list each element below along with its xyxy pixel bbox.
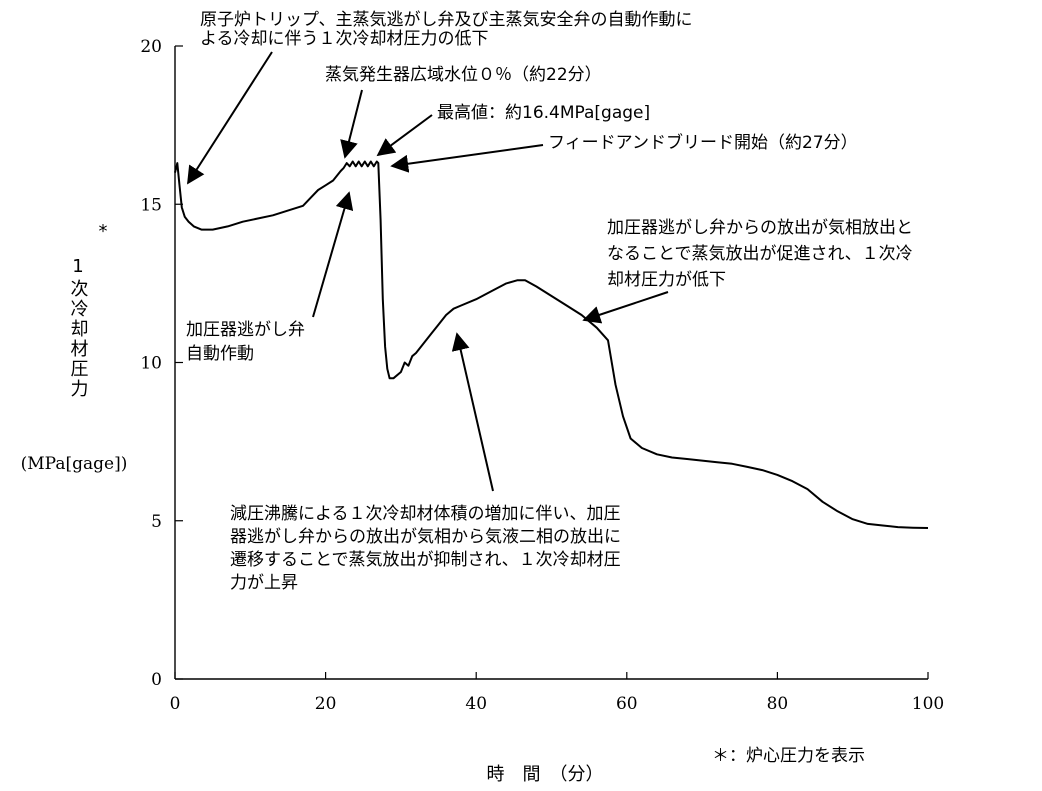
- x-ticks: 0 20 40 60 80 100: [170, 672, 944, 714]
- annotation-feed-bleed: フィードアンドブリード開始（約27分）: [390, 132, 858, 173]
- annotation-peak: 最高値：約16.4MPa[gage]: [376, 103, 650, 157]
- y-tick-label: 20: [140, 37, 162, 57]
- x-tick-label: 60: [616, 694, 638, 714]
- y-tick-label: 5: [151, 512, 162, 532]
- annotation-trip: 原子炉トリップ、主蒸気逃がし弁及び主蒸気安全弁の自動作動に よる冷却に伴う１次冷…: [187, 10, 693, 185]
- annotation-arrow: [187, 51, 273, 185]
- y-ticks: 0 5 10 15 20: [140, 37, 183, 690]
- x-tick-label: 20: [315, 694, 337, 714]
- svg-text:加圧器逃がし弁からの放出が気相放出と: 加圧器逃がし弁からの放出が気相放出と: [607, 218, 913, 238]
- annotation-arrow: [390, 144, 544, 173]
- svg-text:なることで蒸気放出が促進され、１次冷: なることで蒸気放出が促進され、１次冷: [607, 244, 913, 264]
- annotation-pressure-drop: 加圧器逃がし弁からの放出が気相放出と なることで蒸気放出が促進され、１次冷 却材…: [582, 218, 913, 324]
- svg-text:遷移することで蒸気放出が抑制され、１次冷却材圧: 遷移することで蒸気放出が抑制され、１次冷却材圧: [230, 550, 621, 570]
- annotation-arrow: [376, 114, 433, 157]
- svg-text:減圧沸騰による１次冷却材体積の増加に伴い、加圧: 減圧沸騰による１次冷却材体積の増加に伴い、加圧: [230, 504, 621, 524]
- svg-text:自動作動: 自動作動: [186, 344, 254, 364]
- y-axis-unit: (MPa[gage]): [21, 454, 128, 474]
- annotation-arrow: [340, 89, 363, 159]
- y-tick-label: 0: [151, 670, 162, 690]
- svg-text:却材圧力が低下: 却材圧力が低下: [607, 270, 726, 290]
- svg-text:原子炉トリップ、主蒸気逃がし弁及び主蒸気安全弁の自動作動に: 原子炉トリップ、主蒸気逃がし弁及び主蒸気安全弁の自動作動に: [200, 10, 693, 30]
- annotation-pressure-rise: 減圧沸騰による１次冷却材体積の増加に伴い、加圧 器逃がし弁からの放出が気相から気…: [230, 332, 621, 593]
- x-axis-label: 時 間 （分）: [487, 764, 604, 785]
- y-tick-label: 15: [140, 195, 162, 215]
- pressure-line: [174, 160, 929, 529]
- y-axis-marker: *: [99, 221, 108, 242]
- svg-text:よる冷却に伴う１次冷却材圧力の低下: よる冷却に伴う１次冷却材圧力の低下: [200, 29, 489, 49]
- svg-text:加圧器逃がし弁: 加圧器逃がし弁: [186, 320, 305, 340]
- annotation-porv: 加圧器逃がし弁 自動作動: [186, 191, 354, 364]
- annotation-arrow: [582, 291, 669, 324]
- y-axis-label: 1次冷却材圧力: [68, 256, 89, 399]
- svg-text:器逃がし弁からの放出が気相から気液二相の放出に: 器逃がし弁からの放出が気相から気液二相の放出に: [230, 527, 621, 547]
- x-tick-label: 80: [767, 694, 789, 714]
- annotation-arrow: [451, 332, 494, 492]
- y-tick-label: 10: [140, 354, 162, 374]
- x-tick-label: 100: [912, 694, 944, 714]
- svg-text:蒸気発生器広域水位０％（約22分）: 蒸気発生器広域水位０％（約22分）: [325, 65, 602, 85]
- x-tick-label: 40: [465, 694, 487, 714]
- annotation-arrow: [312, 191, 354, 318]
- svg-text:最高値：約16.4MPa[gage]: 最高値：約16.4MPa[gage]: [437, 103, 650, 123]
- annotation-sg-level: 蒸気発生器広域水位０％（約22分）: [325, 65, 602, 159]
- svg-text:フィードアンドブリード開始（約27分）: フィードアンドブリード開始（約27分）: [548, 132, 858, 153]
- x-tick-label: 0: [170, 694, 181, 714]
- svg-text:力が上昇: 力が上昇: [230, 573, 298, 593]
- footnote: ＊：炉心圧力を表示: [712, 746, 865, 766]
